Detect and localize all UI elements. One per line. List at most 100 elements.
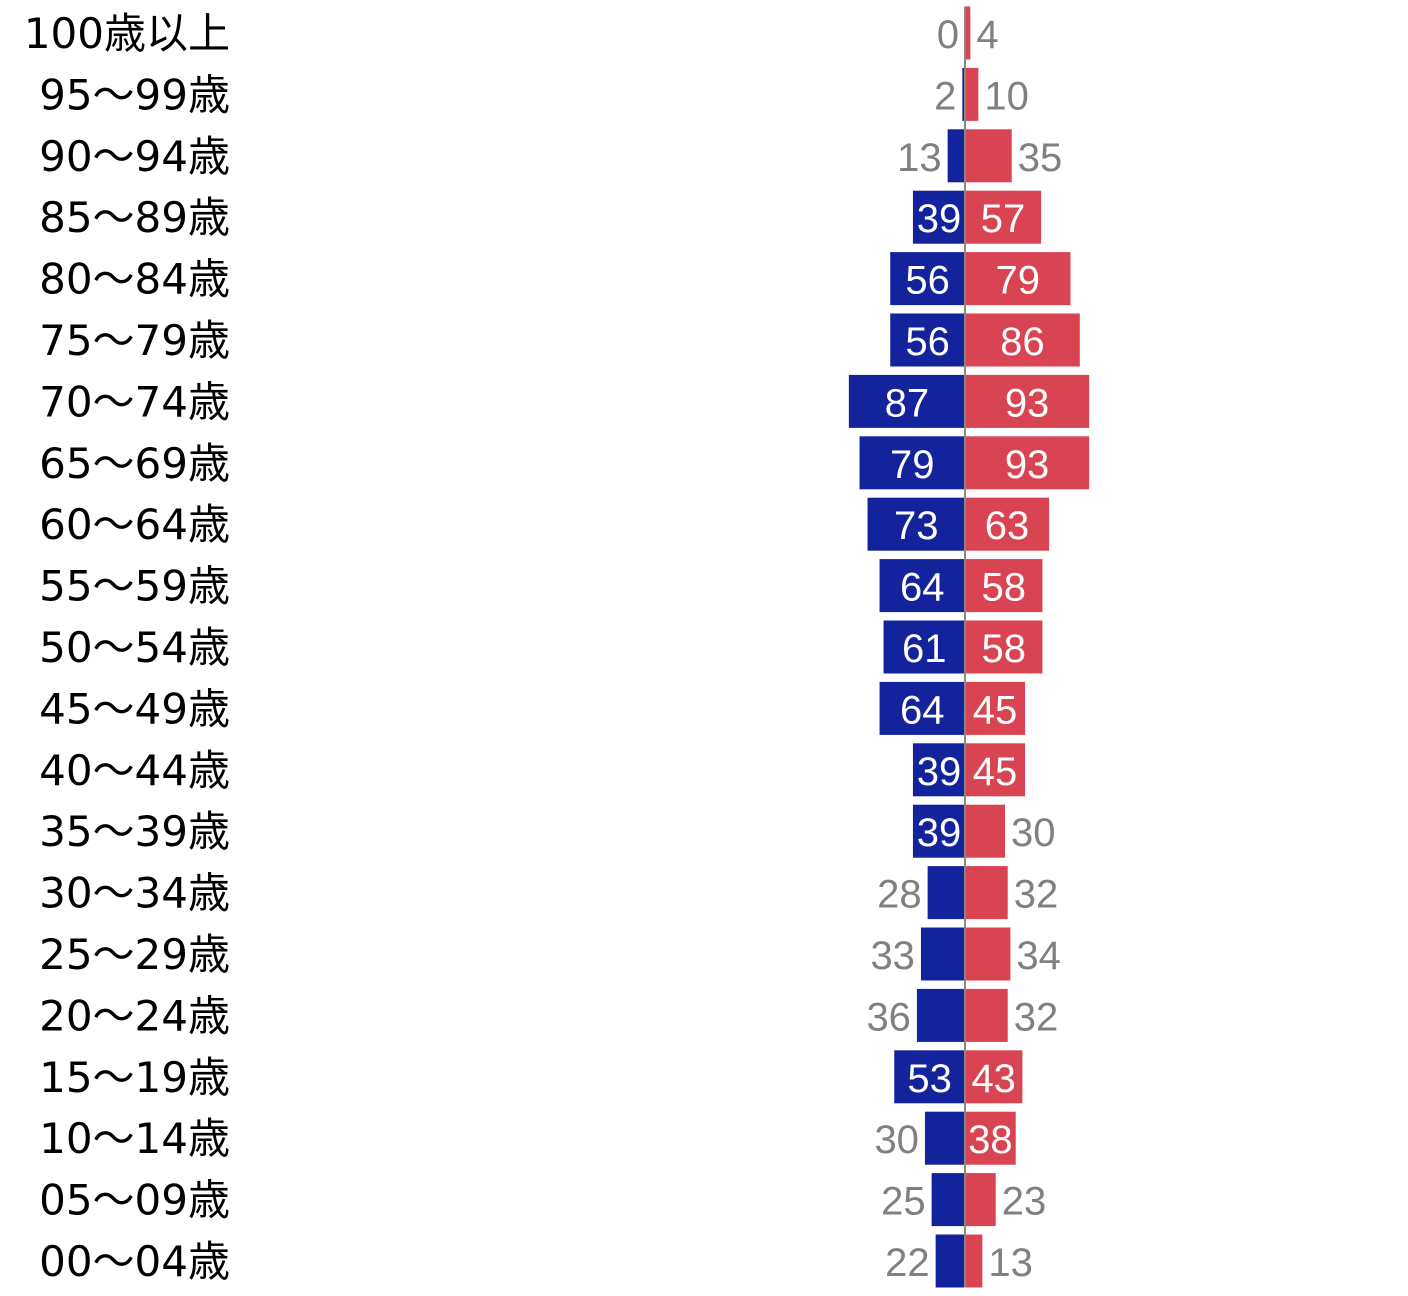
bar-left: [859, 436, 965, 490]
value-label-left: 39: [917, 750, 962, 794]
bar-right: [965, 681, 1026, 735]
value-label-left: 25: [881, 1180, 926, 1224]
bars-group: [848, 6, 1090, 1288]
bar-left: [947, 129, 965, 183]
bar-left: [962, 67, 965, 121]
value-label-right: 32: [1014, 873, 1059, 917]
value-label-right: 45: [973, 688, 1018, 732]
bar-right: [965, 497, 1050, 551]
value-label-right: 10: [984, 74, 1029, 118]
value-label-left: 64: [900, 688, 945, 732]
age-label: 25～29歳: [39, 930, 230, 979]
bar-left: [894, 1050, 965, 1104]
bar-right: [965, 620, 1043, 674]
age-label: 100歳以上: [24, 9, 230, 58]
value-label-left: 64: [900, 566, 945, 610]
age-label: 00～04歳: [39, 1237, 230, 1286]
value-label-left: 0: [937, 13, 959, 57]
bar-right: [965, 67, 979, 121]
age-label: 40～44歳: [39, 746, 230, 795]
bar-right: [965, 1173, 996, 1227]
value-label-right: 13: [988, 1241, 1033, 1285]
bar-right: [965, 374, 1090, 428]
bar-left: [890, 252, 965, 306]
bar-right: [965, 988, 1008, 1042]
bar-right: [965, 866, 1008, 920]
age-label: 70～74歳: [39, 377, 230, 426]
bar-left: [920, 927, 965, 981]
bar-left: [916, 988, 965, 1042]
value-label-right: 57: [981, 197, 1026, 241]
age-label: 30～34歳: [39, 869, 230, 918]
bar-left: [927, 866, 965, 920]
bar-right: [965, 190, 1042, 244]
value-label-right: 63: [985, 504, 1030, 548]
bar-right: [965, 559, 1043, 613]
value-label-right: 34: [1016, 934, 1061, 978]
age-label: 65～69歳: [39, 439, 230, 488]
age-label: 45～49歳: [39, 684, 230, 733]
value-label-right: 58: [981, 627, 1026, 671]
bar-right: [965, 436, 1090, 490]
bar-right: [965, 252, 1071, 306]
bar-left: [848, 374, 965, 428]
bar-left: [912, 190, 965, 244]
bar-left: [935, 1234, 965, 1288]
bar-right: [965, 1050, 1023, 1104]
age-label: 15～19歳: [39, 1053, 230, 1102]
value-label-left: 39: [917, 811, 962, 855]
value-label-left: 61: [902, 627, 947, 671]
bar-right: [965, 1234, 983, 1288]
value-label-left: 22: [885, 1241, 930, 1285]
value-label-left: 2: [934, 74, 956, 118]
value-label-left: 56: [905, 259, 950, 303]
bar-right: [965, 313, 1080, 367]
value-label-left: 79: [890, 443, 935, 487]
age-label: 95～99歳: [39, 70, 230, 119]
value-label-left: 87: [885, 381, 930, 425]
age-label: 10～14歳: [39, 1114, 230, 1163]
value-label-right: 93: [1005, 443, 1050, 487]
value-label-left: 28: [877, 873, 922, 917]
bar-left: [912, 743, 965, 797]
value-label-left: 36: [866, 995, 911, 1039]
value-label-right: 35: [1018, 136, 1063, 180]
age-label: 20～24歳: [39, 991, 230, 1040]
value-label-right: 79: [995, 259, 1040, 303]
value-label-right: 32: [1014, 995, 1059, 1039]
bar-left: [924, 1111, 965, 1165]
bar-right: [965, 6, 971, 60]
bar-left: [867, 497, 965, 551]
bar-left: [883, 620, 965, 674]
value-label-left: 73: [894, 504, 939, 548]
age-label: 80～84歳: [39, 255, 230, 304]
bar-left: [879, 559, 965, 613]
bar-left: [879, 681, 965, 735]
value-label-right: 58: [981, 566, 1026, 610]
age-label: 60～64歳: [39, 500, 230, 549]
value-label-left: 33: [870, 934, 915, 978]
value-label-left: 56: [905, 320, 950, 364]
age-label: 90～94歳: [39, 132, 230, 181]
age-label: 05～09歳: [39, 1176, 230, 1225]
age-label: 75～79歳: [39, 316, 230, 365]
value-label-left: 39: [917, 197, 962, 241]
bar-left: [912, 804, 965, 858]
value-label-right: 45: [973, 750, 1018, 794]
bar-left: [931, 1173, 965, 1227]
bar-right: [965, 927, 1011, 981]
value-label-right: 38: [968, 1118, 1013, 1162]
value-label-left: 53: [907, 1057, 952, 1101]
value-label-right: 43: [971, 1057, 1016, 1101]
bar-right: [965, 1111, 1016, 1165]
value-label-group: 0 42 10 13 35 39 57 56 79 56 86 87 93 79 93 73 63 64 58 61 5…: [866, 13, 1062, 1285]
bar-right: [965, 743, 1026, 797]
bar-right: [965, 129, 1012, 183]
bar-right: [965, 804, 1006, 858]
value-label-right: 93: [1005, 381, 1050, 425]
value-label-right: 23: [1002, 1180, 1047, 1224]
age-label: 55～59歳: [39, 562, 230, 611]
value-label-right: 86: [1000, 320, 1045, 364]
age-label-group: 100歳以上 95～99歳 90～94歳 85～89歳 80～84歳 75～79歳 70～7…: [24, 9, 230, 1286]
